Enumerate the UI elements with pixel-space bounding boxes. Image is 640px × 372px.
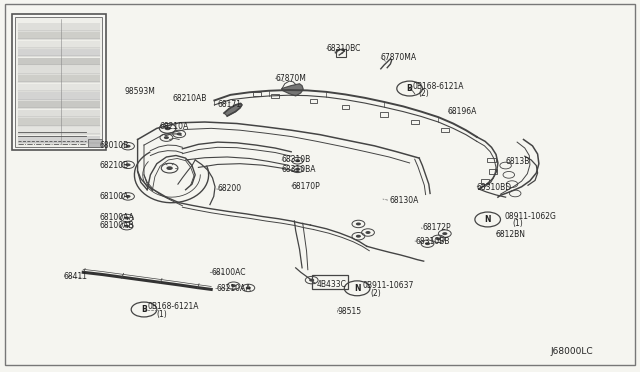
- Circle shape: [166, 166, 173, 170]
- Bar: [18, 92, 100, 100]
- Bar: [441, 128, 449, 132]
- Circle shape: [124, 217, 129, 219]
- Bar: [18, 32, 100, 39]
- Circle shape: [442, 232, 447, 235]
- Text: N: N: [354, 284, 360, 293]
- Text: (2): (2): [418, 89, 429, 98]
- Bar: [336, 49, 346, 57]
- Circle shape: [356, 222, 361, 225]
- Circle shape: [124, 225, 129, 228]
- Text: B: B: [407, 84, 412, 93]
- Text: 68310BB: 68310BB: [416, 237, 451, 246]
- Text: 67870MA: 67870MA: [381, 53, 417, 62]
- Text: 68171: 68171: [218, 100, 242, 109]
- Text: 6812BN: 6812BN: [496, 230, 526, 239]
- Circle shape: [125, 145, 131, 148]
- Bar: [18, 127, 100, 134]
- Text: 68210B: 68210B: [99, 161, 129, 170]
- Bar: [18, 67, 100, 74]
- Bar: [18, 41, 100, 48]
- Text: (1): (1): [512, 219, 523, 228]
- Bar: [411, 120, 419, 124]
- Bar: [88, 139, 102, 147]
- Text: 0B911-10637: 0B911-10637: [362, 281, 413, 290]
- Text: N: N: [484, 215, 491, 224]
- Circle shape: [295, 168, 300, 171]
- Bar: [253, 92, 261, 96]
- Bar: [18, 101, 100, 108]
- Text: 67870M: 67870M: [275, 74, 306, 83]
- Text: 98593M: 98593M: [125, 87, 156, 96]
- Text: 68010B: 68010B: [99, 141, 129, 150]
- Text: 68310B: 68310B: [282, 155, 311, 164]
- Text: 68100AA: 68100AA: [99, 213, 134, 222]
- Bar: [342, 105, 349, 109]
- Polygon shape: [224, 103, 242, 116]
- Bar: [15, 17, 102, 147]
- Circle shape: [164, 136, 169, 139]
- Text: 68196A: 68196A: [448, 107, 477, 116]
- Circle shape: [231, 284, 236, 287]
- Text: 4B433C: 4B433C: [317, 280, 347, 289]
- Text: J68000LC: J68000LC: [550, 347, 593, 356]
- Text: 68130A: 68130A: [389, 196, 419, 205]
- Text: 68210AB: 68210AB: [173, 94, 207, 103]
- Text: 0B168-6121A: 0B168-6121A: [147, 302, 198, 311]
- Circle shape: [125, 163, 131, 166]
- Bar: [18, 110, 100, 117]
- Bar: [18, 84, 100, 91]
- Text: 68100A: 68100A: [99, 192, 129, 201]
- Text: 68210A: 68210A: [160, 122, 189, 131]
- Bar: [310, 99, 317, 103]
- Text: 68170P: 68170P: [291, 182, 320, 190]
- Text: 68411: 68411: [64, 272, 88, 280]
- Bar: [271, 94, 279, 98]
- Circle shape: [246, 286, 251, 289]
- Bar: [481, 179, 490, 184]
- Bar: [18, 49, 100, 57]
- Bar: [18, 118, 100, 126]
- Text: 68100AB: 68100AB: [99, 221, 134, 230]
- Bar: [18, 58, 100, 65]
- Text: (2): (2): [370, 289, 381, 298]
- Text: 68210AA: 68210AA: [216, 284, 251, 293]
- Text: 0B168-6121A: 0B168-6121A: [413, 82, 464, 91]
- Circle shape: [164, 126, 171, 130]
- Text: B: B: [141, 305, 147, 314]
- Text: 68310BC: 68310BC: [326, 44, 361, 53]
- Circle shape: [177, 132, 182, 135]
- Circle shape: [295, 159, 300, 162]
- Text: 68310BD: 68310BD: [477, 183, 512, 192]
- Text: (1): (1): [157, 310, 168, 319]
- Text: 68200: 68200: [218, 185, 242, 193]
- Bar: [380, 112, 388, 117]
- Bar: [489, 169, 497, 173]
- Circle shape: [309, 279, 314, 282]
- Text: 08911-1062G: 08911-1062G: [504, 212, 556, 221]
- Bar: [18, 75, 100, 83]
- Bar: [312, 275, 348, 289]
- Text: 68310BA: 68310BA: [282, 165, 316, 174]
- Circle shape: [365, 231, 371, 234]
- Circle shape: [425, 242, 430, 245]
- Circle shape: [356, 235, 361, 238]
- Bar: [12, 14, 106, 150]
- Circle shape: [125, 195, 131, 198]
- Polygon shape: [282, 84, 303, 96]
- Bar: [18, 23, 100, 31]
- Text: 68100AC: 68100AC: [211, 268, 246, 277]
- Text: 98515: 98515: [337, 307, 362, 316]
- Bar: [18, 135, 100, 143]
- Circle shape: [436, 237, 441, 240]
- Bar: [488, 158, 496, 163]
- Text: 6813B: 6813B: [506, 157, 530, 166]
- Text: 68172P: 68172P: [422, 223, 451, 232]
